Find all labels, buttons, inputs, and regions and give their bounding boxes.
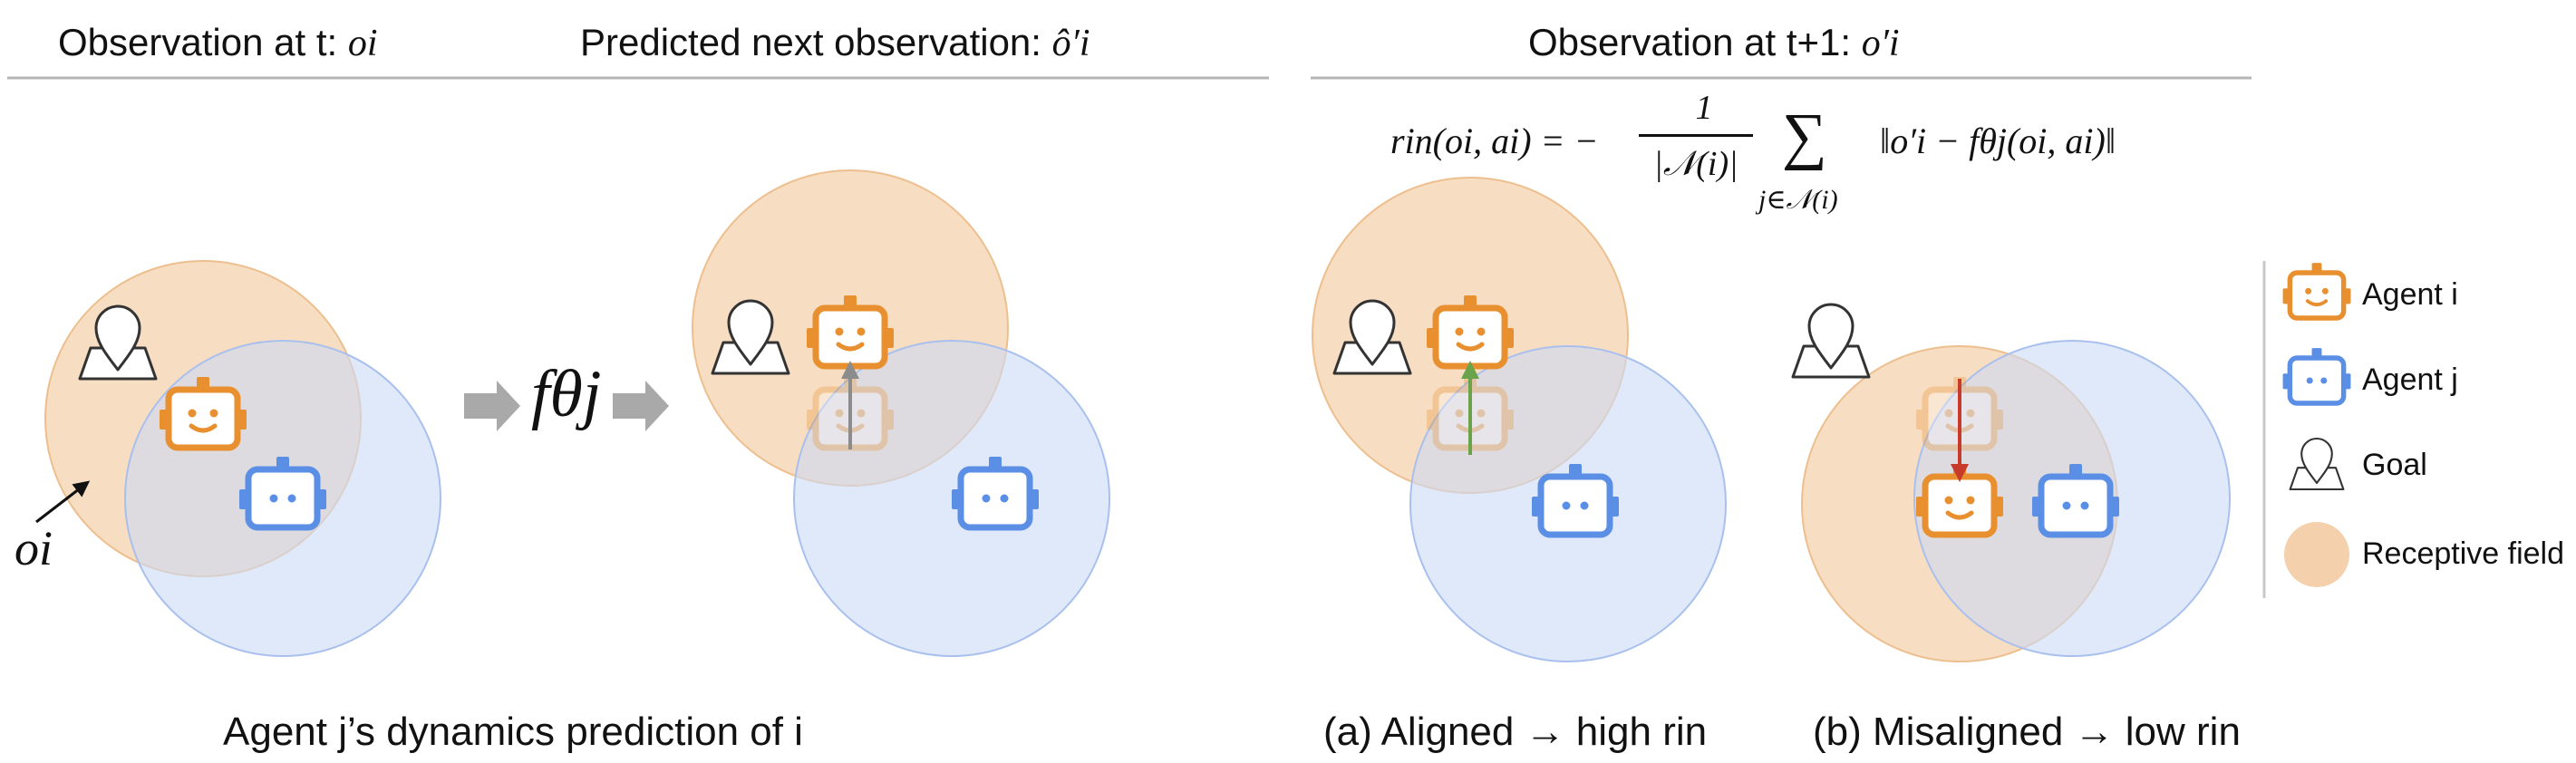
oi-pointer-arrow: [35, 480, 91, 524]
agent-j-robot-icon: [952, 457, 1039, 527]
header-observation-t1-label: Observation at t+1:: [1528, 21, 1852, 63]
header-observation-t: Observation at t: oi: [58, 24, 378, 63]
legend-label-agent-i: Agent i: [2362, 277, 2458, 312]
agent-i-predicted-robot-icon: [807, 295, 894, 366]
legend-receptive-field-icon: [2284, 522, 2349, 587]
legend-agent-j-icon: [2283, 348, 2351, 403]
legend-label-goal: Goal: [2362, 448, 2427, 482]
caption-aligned: (a) Aligned → high rin: [1323, 710, 1708, 754]
agent-i-robot-icon: [1427, 295, 1514, 366]
transition-arrow-icon: [613, 381, 669, 431]
scene-predicted-observation: [692, 169, 1110, 657]
formula-numerator: 1: [1695, 89, 1713, 127]
formula-rhs: ‖o′i − fθj(oi, ai)‖: [1880, 121, 2116, 161]
legend-label-receptive-field: Receptive field: [2362, 536, 2565, 571]
header-observation-t-label: Observation at t:: [58, 21, 338, 63]
legend-label-agent-j: Agent j: [2362, 362, 2458, 397]
formula-denominator: |𝒩(i)|: [1653, 145, 1738, 183]
legend-goal-icon: [2289, 437, 2345, 491]
header-predicted-symbol: ô′i: [1051, 23, 1090, 64]
dynamics-model-label: fθj: [531, 357, 602, 431]
formula-fraction-bar: [1639, 134, 1753, 137]
agent-j-robot-icon: [2032, 464, 2119, 535]
scene-aligned: [1312, 177, 1727, 662]
agent-i-robot-icon: [1916, 464, 2003, 535]
legend: [2262, 261, 2351, 598]
header-predicted-observation: Predicted next observation: ô′i: [580, 24, 1090, 63]
transition-arrow-icon: [464, 381, 520, 431]
agent-j-robot-icon: [239, 457, 326, 527]
agent-j-robot-icon: [1532, 464, 1619, 535]
goal-icon: [1791, 303, 1871, 379]
agent-i-robot-icon: [160, 377, 247, 448]
scene-observation-t: [35, 260, 441, 657]
formula-sum-symbol: ∑: [1782, 101, 1827, 171]
scene-misaligned: [1791, 303, 2231, 662]
oi-label: oi: [15, 521, 53, 575]
header-observation-t-symbol: oi: [347, 23, 378, 64]
caption-left: Agent j’s dynamics prediction of i: [223, 710, 803, 754]
formula-sum-index: j∈𝒩(i): [1758, 185, 1838, 215]
formula-lhs: rin(oi, ai) = −: [1390, 121, 1599, 161]
caption-misaligned: (b) Misaligned → low rin: [1813, 710, 2241, 754]
header-observation-t1-symbol: o′i: [1861, 23, 1900, 64]
legend-agent-i-icon: [2283, 263, 2351, 318]
header-predicted-label: Predicted next observation:: [580, 21, 1041, 63]
header-observation-t1: Observation at t+1: o′i: [1528, 24, 1900, 63]
